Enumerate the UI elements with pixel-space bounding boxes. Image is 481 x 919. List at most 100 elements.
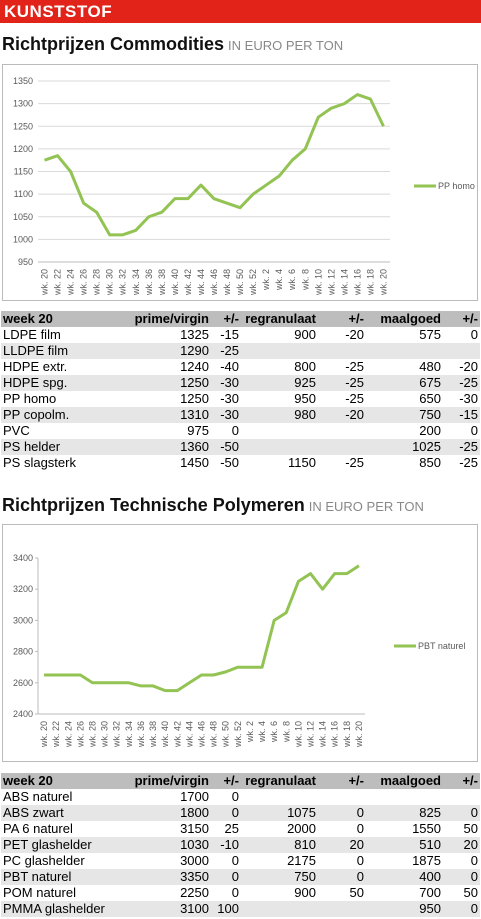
table-cell: 1360 bbox=[111, 439, 211, 455]
x-tick-label: wk. 20 bbox=[378, 269, 388, 296]
x-tick-label: wk. 16 bbox=[330, 721, 340, 748]
x-tick-label: wk. 16 bbox=[352, 269, 362, 296]
table-cell: 2000 bbox=[287, 821, 316, 836]
chart-title-row: Richtprijzen Technische Polymeren IN EURO… bbox=[2, 495, 424, 516]
table-cell bbox=[241, 343, 318, 359]
table-cell: 3350 bbox=[111, 869, 211, 885]
table-cell bbox=[366, 789, 443, 805]
table-cell: 0 bbox=[231, 885, 239, 900]
table-cell: 1025 bbox=[366, 439, 443, 455]
x-tick-label: wk. 12 bbox=[326, 269, 336, 296]
chart-title-row: Richtprijzen Commodities IN EURO PER TON bbox=[2, 34, 343, 55]
table-cell: -40 bbox=[220, 359, 239, 374]
table-cell bbox=[318, 343, 366, 359]
table-cell: 1310 bbox=[111, 407, 211, 423]
table-cell: 975 bbox=[187, 423, 209, 438]
x-tick-label: wk. 14 bbox=[339, 269, 349, 296]
table-cell: 675 bbox=[366, 375, 443, 391]
table-cell: 480 bbox=[419, 359, 441, 374]
table-cell: 0 bbox=[470, 423, 478, 438]
y-tick-label: 3000 bbox=[13, 615, 33, 625]
x-tick-label: wk. 6 bbox=[287, 269, 297, 291]
x-tick-label: wk. 4 bbox=[274, 269, 284, 291]
table-cell: 810 bbox=[241, 837, 318, 853]
table-cell: 1075 bbox=[241, 805, 318, 821]
table-cell: 0 bbox=[470, 327, 478, 342]
table-row: HDPE extr. 1240 -40 800 -25 480 -20 bbox=[1, 359, 480, 375]
x-tick-label: wk. 26 bbox=[75, 721, 85, 748]
table-cell: regranulaat bbox=[241, 773, 318, 789]
table-cell: 825 bbox=[366, 805, 443, 821]
table-cell: HDPE spg. bbox=[1, 375, 111, 391]
x-tick-label: wk. 14 bbox=[318, 721, 328, 748]
chart-frame bbox=[2, 524, 478, 762]
section-header: KUNSTSTOF bbox=[0, 0, 481, 23]
x-tick-label: wk. 24 bbox=[63, 721, 73, 748]
table-cell: 650 bbox=[419, 391, 441, 406]
table-cell: week 20 bbox=[1, 311, 111, 327]
table-cell: maalgoed bbox=[366, 773, 443, 789]
table-row: PET glashelder 1030 -10 810 20 510 20 bbox=[1, 837, 480, 853]
table-cell: -20 bbox=[459, 359, 478, 374]
table-cell: +/- bbox=[211, 311, 241, 327]
y-tick-label: 1350 bbox=[13, 76, 33, 86]
table-row: ABS zwart 1800 0 1075 0 825 0 bbox=[1, 805, 480, 821]
table-cell: 0 bbox=[211, 805, 241, 821]
x-tick-label: wk. 8 bbox=[300, 269, 310, 291]
table-cell: 0 bbox=[231, 853, 239, 868]
x-tick-label: wk. 40 bbox=[170, 269, 180, 296]
x-tick-label: wk. 48 bbox=[209, 721, 219, 748]
table-cell: -25 bbox=[345, 391, 364, 406]
x-tick-label: wk. 20 bbox=[354, 721, 364, 748]
table-cell: -25 bbox=[211, 343, 241, 359]
chart-subtitle: IN EURO PER TON bbox=[308, 499, 424, 514]
table-cell: 925 bbox=[241, 375, 318, 391]
x-tick-label: wk. 32 bbox=[112, 721, 122, 748]
table-cell: regranulaat bbox=[241, 311, 318, 327]
x-tick-label: wk. 50 bbox=[235, 269, 245, 296]
table-cell: PS slagsterk bbox=[3, 455, 76, 470]
x-tick-label: wk. 38 bbox=[148, 721, 158, 748]
table-cell: maalgoed bbox=[366, 311, 443, 327]
x-tick-label: wk. 34 bbox=[131, 269, 141, 296]
table-row: PC glashelder 3000 0 2175 0 1875 0 bbox=[1, 853, 480, 869]
x-tick-label: wk. 46 bbox=[197, 721, 207, 748]
table-cell: 0 bbox=[356, 821, 364, 836]
table-cell bbox=[318, 423, 366, 439]
table-cell: -25 bbox=[443, 375, 480, 391]
table-cell: PP copolm. bbox=[1, 407, 111, 423]
x-tick-label: wk. 40 bbox=[160, 721, 170, 748]
table-cell: 0 bbox=[211, 869, 241, 885]
table: week 20 prime/virgin +/- regranulaat +/- maal… bbox=[1, 311, 480, 471]
table-cell: 0 bbox=[470, 853, 478, 868]
chart-title: Richtprijzen Technische Polymeren bbox=[2, 495, 305, 515]
table-cell: ABS zwart bbox=[1, 805, 111, 821]
table-cell: 750 bbox=[366, 407, 443, 423]
table-cell: -10 bbox=[211, 837, 241, 853]
table-cell: 400 bbox=[366, 869, 443, 885]
table-cell: 0 bbox=[318, 805, 366, 821]
table-cell: 950 bbox=[366, 901, 443, 917]
table-cell: 3150 bbox=[180, 821, 209, 836]
table-row: PP homo 1250 -30 950 -25 650 -30 bbox=[1, 391, 480, 407]
x-tick-label: wk. 22 bbox=[51, 721, 61, 748]
x-tick-label: wk. 2 bbox=[261, 269, 271, 291]
x-tick-label: wk. 20 bbox=[40, 269, 50, 296]
table-cell bbox=[443, 789, 480, 805]
table-cell: 0 bbox=[443, 869, 480, 885]
y-tick-label: 1300 bbox=[13, 99, 33, 109]
y-tick-label: 950 bbox=[18, 257, 33, 267]
y-tick-label: 2400 bbox=[13, 709, 33, 719]
table-cell: 0 bbox=[231, 423, 239, 438]
table-cell: 1325 bbox=[180, 327, 209, 342]
table-cell: 1240 bbox=[180, 359, 209, 374]
x-tick-label: wk. 24 bbox=[66, 269, 76, 296]
table-cell: 3100 bbox=[111, 901, 211, 917]
table-cell: 700 bbox=[419, 885, 441, 900]
table-cell: -25 bbox=[345, 359, 364, 374]
table-cell: ABS naturel bbox=[3, 789, 73, 804]
table-cell bbox=[366, 343, 443, 359]
x-tick-label: wk. 28 bbox=[88, 721, 98, 748]
table-cell bbox=[318, 901, 366, 917]
x-tick-label: wk. 8 bbox=[281, 721, 291, 743]
